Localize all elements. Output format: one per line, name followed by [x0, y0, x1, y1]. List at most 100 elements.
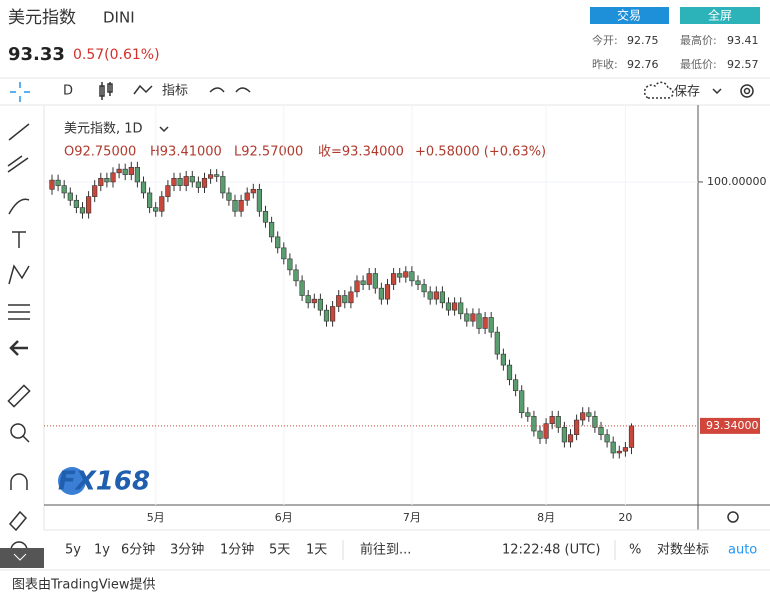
- range-button[interactable]: 6分钟: [121, 542, 155, 558]
- range-button[interactable]: 1分钟: [220, 542, 254, 558]
- goto-button[interactable]: 前往到...: [360, 542, 411, 558]
- interval[interactable]: D: [63, 84, 73, 99]
- candle-body: [482, 317, 488, 329]
- indicators-button[interactable]: 指标: [162, 84, 188, 99]
- candle-body: [622, 447, 628, 452]
- candle-body: [134, 167, 141, 183]
- candle-body: [329, 306, 336, 322]
- title: 美元指数: [8, 8, 76, 28]
- candle-body: [86, 196, 92, 214]
- candle-body: [159, 196, 165, 212]
- candle-body: [165, 185, 171, 197]
- candle-body: [433, 291, 439, 300]
- ohlc-label: 收=93.34000: [318, 145, 404, 160]
- x-tick-label: 7月: [403, 511, 421, 524]
- x-tick-label: 6月: [275, 511, 293, 524]
- percent-toggle[interactable]: %: [629, 543, 641, 558]
- last-price-box: [700, 417, 760, 434]
- range-button[interactable]: 3分钟: [170, 542, 204, 558]
- collapse-arrow: [13, 553, 27, 561]
- candle-body: [354, 280, 360, 293]
- fullscreen-button[interactable]: [680, 7, 760, 24]
- candle-body: [61, 185, 67, 194]
- range-button[interactable]: 5天: [269, 543, 290, 558]
- candle-type-icon[interactable]: [99, 82, 113, 100]
- x-tick-label: 5月: [147, 511, 165, 524]
- candle-body: [92, 185, 98, 197]
- symbol: DINI: [103, 9, 135, 27]
- range-button[interactable]: 1y: [94, 543, 110, 558]
- candle-body: [610, 441, 616, 454]
- candle-body: [378, 287, 385, 300]
- candle-body: [500, 353, 507, 366]
- candle-body: [128, 167, 134, 175]
- candle-body: [488, 317, 494, 333]
- indicator-icon[interactable]: [133, 84, 153, 95]
- candle-body: [586, 412, 592, 417]
- candle-body: [403, 271, 409, 278]
- ohlc-label: L92.57000: [234, 145, 303, 160]
- chart-settings[interactable]: [727, 511, 739, 523]
- range-button[interactable]: 5y: [65, 543, 81, 558]
- range-button[interactable]: 1天: [306, 543, 327, 558]
- candle-body: [226, 192, 232, 201]
- clock: 12:22:48 (UTC): [502, 543, 600, 558]
- candle-body: [573, 419, 580, 435]
- ohlc-label: +0.58000 (+0.63%): [415, 145, 546, 160]
- candle-body: [311, 298, 317, 304]
- crosshair-tool[interactable]: [10, 82, 30, 102]
- chart-title-dropdown[interactable]: [159, 126, 169, 133]
- candle-body: [604, 434, 610, 443]
- stat-label: 最高价:: [680, 33, 717, 47]
- candle-body: [110, 172, 116, 183]
- trade-button-label[interactable]: 交易: [617, 8, 641, 23]
- settings-icon[interactable]: [740, 84, 754, 98]
- candle-body: [555, 416, 561, 428]
- candle-body: [305, 295, 311, 304]
- save-dropdown[interactable]: [712, 88, 722, 95]
- candle-body: [592, 416, 598, 428]
- candle-body: [372, 273, 378, 289]
- candle-body: [293, 269, 299, 282]
- candle-body: [98, 177, 104, 186]
- candle-body: [409, 271, 415, 282]
- candle-body: [531, 416, 537, 432]
- candle-body: [525, 412, 531, 417]
- candle-body: [561, 427, 567, 443]
- candle-body: [214, 174, 220, 177]
- candle-body: [470, 313, 476, 322]
- candle-body: [427, 291, 433, 300]
- candle-body: [506, 364, 513, 381]
- candle-body: [476, 313, 482, 329]
- auto-toggle[interactable]: auto: [728, 543, 757, 558]
- watermark-text: FX168: [58, 467, 150, 497]
- candle-body: [439, 291, 446, 304]
- fullscreen-button-label[interactable]: 全屏: [708, 8, 732, 23]
- save-button[interactable]: 保存: [674, 85, 700, 100]
- candle-body: [567, 434, 574, 443]
- candle-body: [421, 284, 427, 293]
- log-toggle[interactable]: 对数坐标: [657, 543, 709, 558]
- y-tick-label: 100.00000: [707, 175, 767, 188]
- candle-body: [537, 430, 543, 439]
- candle-body: [317, 298, 324, 311]
- candle-body: [281, 247, 287, 260]
- trade-button[interactable]: [590, 7, 669, 24]
- undo[interactable]: [209, 87, 225, 93]
- redo[interactable]: [235, 87, 251, 93]
- ohlc-label: H93.41000: [150, 145, 222, 160]
- candle-body: [116, 168, 122, 174]
- candle-body: [208, 174, 214, 179]
- candle-body: [195, 181, 202, 188]
- drawing-tools[interactable]: [7, 123, 31, 551]
- candle-body: [140, 181, 147, 194]
- stat-value: 93.41: [727, 34, 759, 47]
- candle-body: [268, 221, 275, 238]
- watermark: FX168: [58, 467, 150, 497]
- candle-body: [580, 412, 586, 421]
- candle-body: [73, 199, 79, 208]
- candle-body: [384, 284, 391, 300]
- candle-body: [323, 309, 330, 322]
- stat-value: 92.75: [627, 34, 659, 47]
- candle-body: [244, 192, 250, 201]
